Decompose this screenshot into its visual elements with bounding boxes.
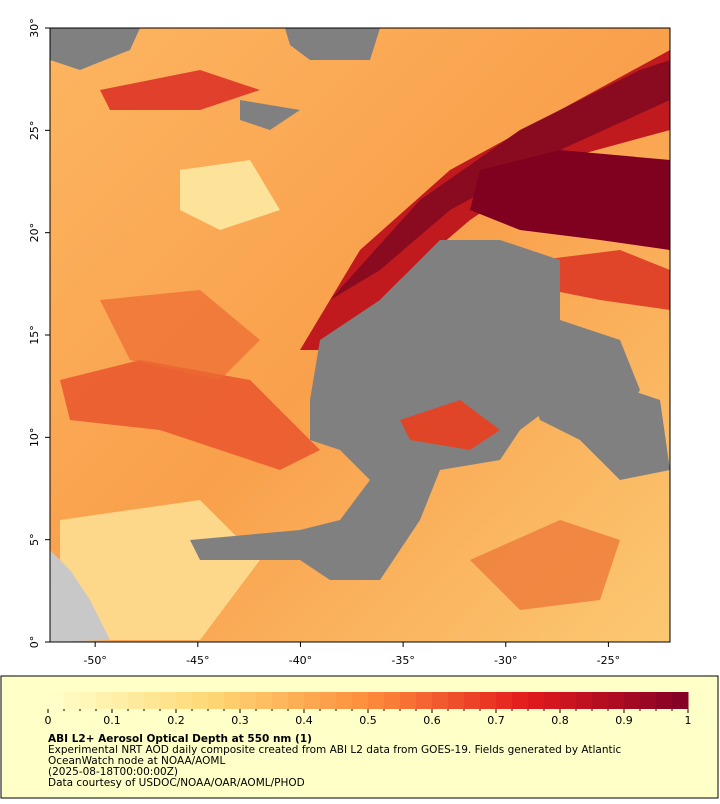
colorbar-label: 0.5 bbox=[359, 714, 377, 727]
caption-line: OceanWatch node at NOAA/AOML bbox=[48, 755, 225, 767]
lat-label: 20° bbox=[28, 223, 41, 243]
colorbar-swatch bbox=[96, 692, 113, 709]
colorbar-swatch bbox=[576, 692, 593, 709]
lon-label: -30° bbox=[494, 654, 517, 667]
lat-label: 30° bbox=[28, 18, 41, 38]
colorbar-swatch bbox=[672, 692, 689, 709]
colorbar-swatch bbox=[656, 692, 673, 709]
colorbar-swatch bbox=[112, 692, 129, 709]
colorbar-swatch bbox=[256, 692, 273, 709]
lon-label: -45° bbox=[186, 654, 209, 667]
colorbar-swatch bbox=[528, 692, 545, 709]
colorbar-swatch bbox=[464, 692, 481, 709]
colorbar-swatch bbox=[160, 692, 177, 709]
colorbar-swatch bbox=[448, 692, 465, 709]
lat-label: 10° bbox=[28, 428, 41, 448]
colorbar-label: 0.8 bbox=[551, 714, 569, 727]
colorbar-swatch bbox=[640, 692, 657, 709]
colorbar-swatch bbox=[224, 692, 241, 709]
lat-label: 15° bbox=[28, 325, 41, 345]
colorbar-swatch bbox=[560, 692, 577, 709]
lat-label: 25° bbox=[28, 121, 41, 141]
colorbar-swatch bbox=[336, 692, 353, 709]
colorbar-swatch bbox=[240, 692, 257, 709]
colorbar-swatch bbox=[304, 692, 321, 709]
lon-label: -25° bbox=[597, 654, 620, 667]
colorbar-swatch bbox=[384, 692, 401, 709]
colorbar-swatch bbox=[320, 692, 337, 709]
lat-label: 0° bbox=[28, 636, 41, 649]
colorbar-swatch bbox=[368, 692, 385, 709]
lon-label: -50° bbox=[83, 654, 106, 667]
colorbar-swatch bbox=[416, 692, 433, 709]
colorbar-swatch bbox=[432, 692, 449, 709]
map-image bbox=[50, 28, 670, 642]
colorbar-swatch bbox=[128, 692, 145, 709]
colorbar-swatch bbox=[512, 692, 529, 709]
colorbar-swatch bbox=[64, 692, 81, 709]
colorbar-swatch bbox=[496, 692, 513, 709]
colorbar-swatch bbox=[480, 692, 497, 709]
colorbar-label: 1 bbox=[685, 714, 692, 727]
colorbar-swatch bbox=[48, 692, 65, 709]
colorbar-label: 0 bbox=[45, 714, 52, 727]
colorbar-label: 0.4 bbox=[295, 714, 313, 727]
caption-title: ABI L2+ Aerosol Optical Depth at 550 nm … bbox=[48, 733, 312, 745]
colorbar-swatch bbox=[608, 692, 625, 709]
colorbar-label: 0.6 bbox=[423, 714, 441, 727]
colorbar-swatch bbox=[544, 692, 561, 709]
colorbar-label: 0.3 bbox=[231, 714, 249, 727]
colorbar-swatch bbox=[176, 692, 193, 709]
colorbar-swatch bbox=[208, 692, 225, 709]
colorbar-swatch bbox=[192, 692, 209, 709]
caption-line: Data courtesy of USDOC/NOAA/OAR/AOML/PHO… bbox=[48, 777, 305, 789]
colorbar-swatch bbox=[592, 692, 609, 709]
colorbar-label: 0.7 bbox=[487, 714, 505, 727]
lat-label: 5° bbox=[28, 533, 41, 546]
colorbar-swatch bbox=[400, 692, 417, 709]
colorbar-label: 0.1 bbox=[103, 714, 121, 727]
colorbar-label: 0.9 bbox=[615, 714, 633, 727]
lon-label: -40° bbox=[289, 654, 312, 667]
colorbar-swatch bbox=[144, 692, 161, 709]
caption-line: (2025-08-18T00:00:00Z) bbox=[48, 766, 178, 778]
caption-line: Experimental NRT AOD daily composite cre… bbox=[48, 744, 622, 756]
colorbar-swatch bbox=[272, 692, 289, 709]
colorbar-swatch bbox=[352, 692, 369, 709]
colorbar-label: 0.2 bbox=[167, 714, 185, 727]
colorbar-swatch bbox=[80, 692, 97, 709]
colorbar-swatch bbox=[288, 692, 305, 709]
colorbar-swatch bbox=[624, 692, 641, 709]
lon-label: -35° bbox=[391, 654, 414, 667]
